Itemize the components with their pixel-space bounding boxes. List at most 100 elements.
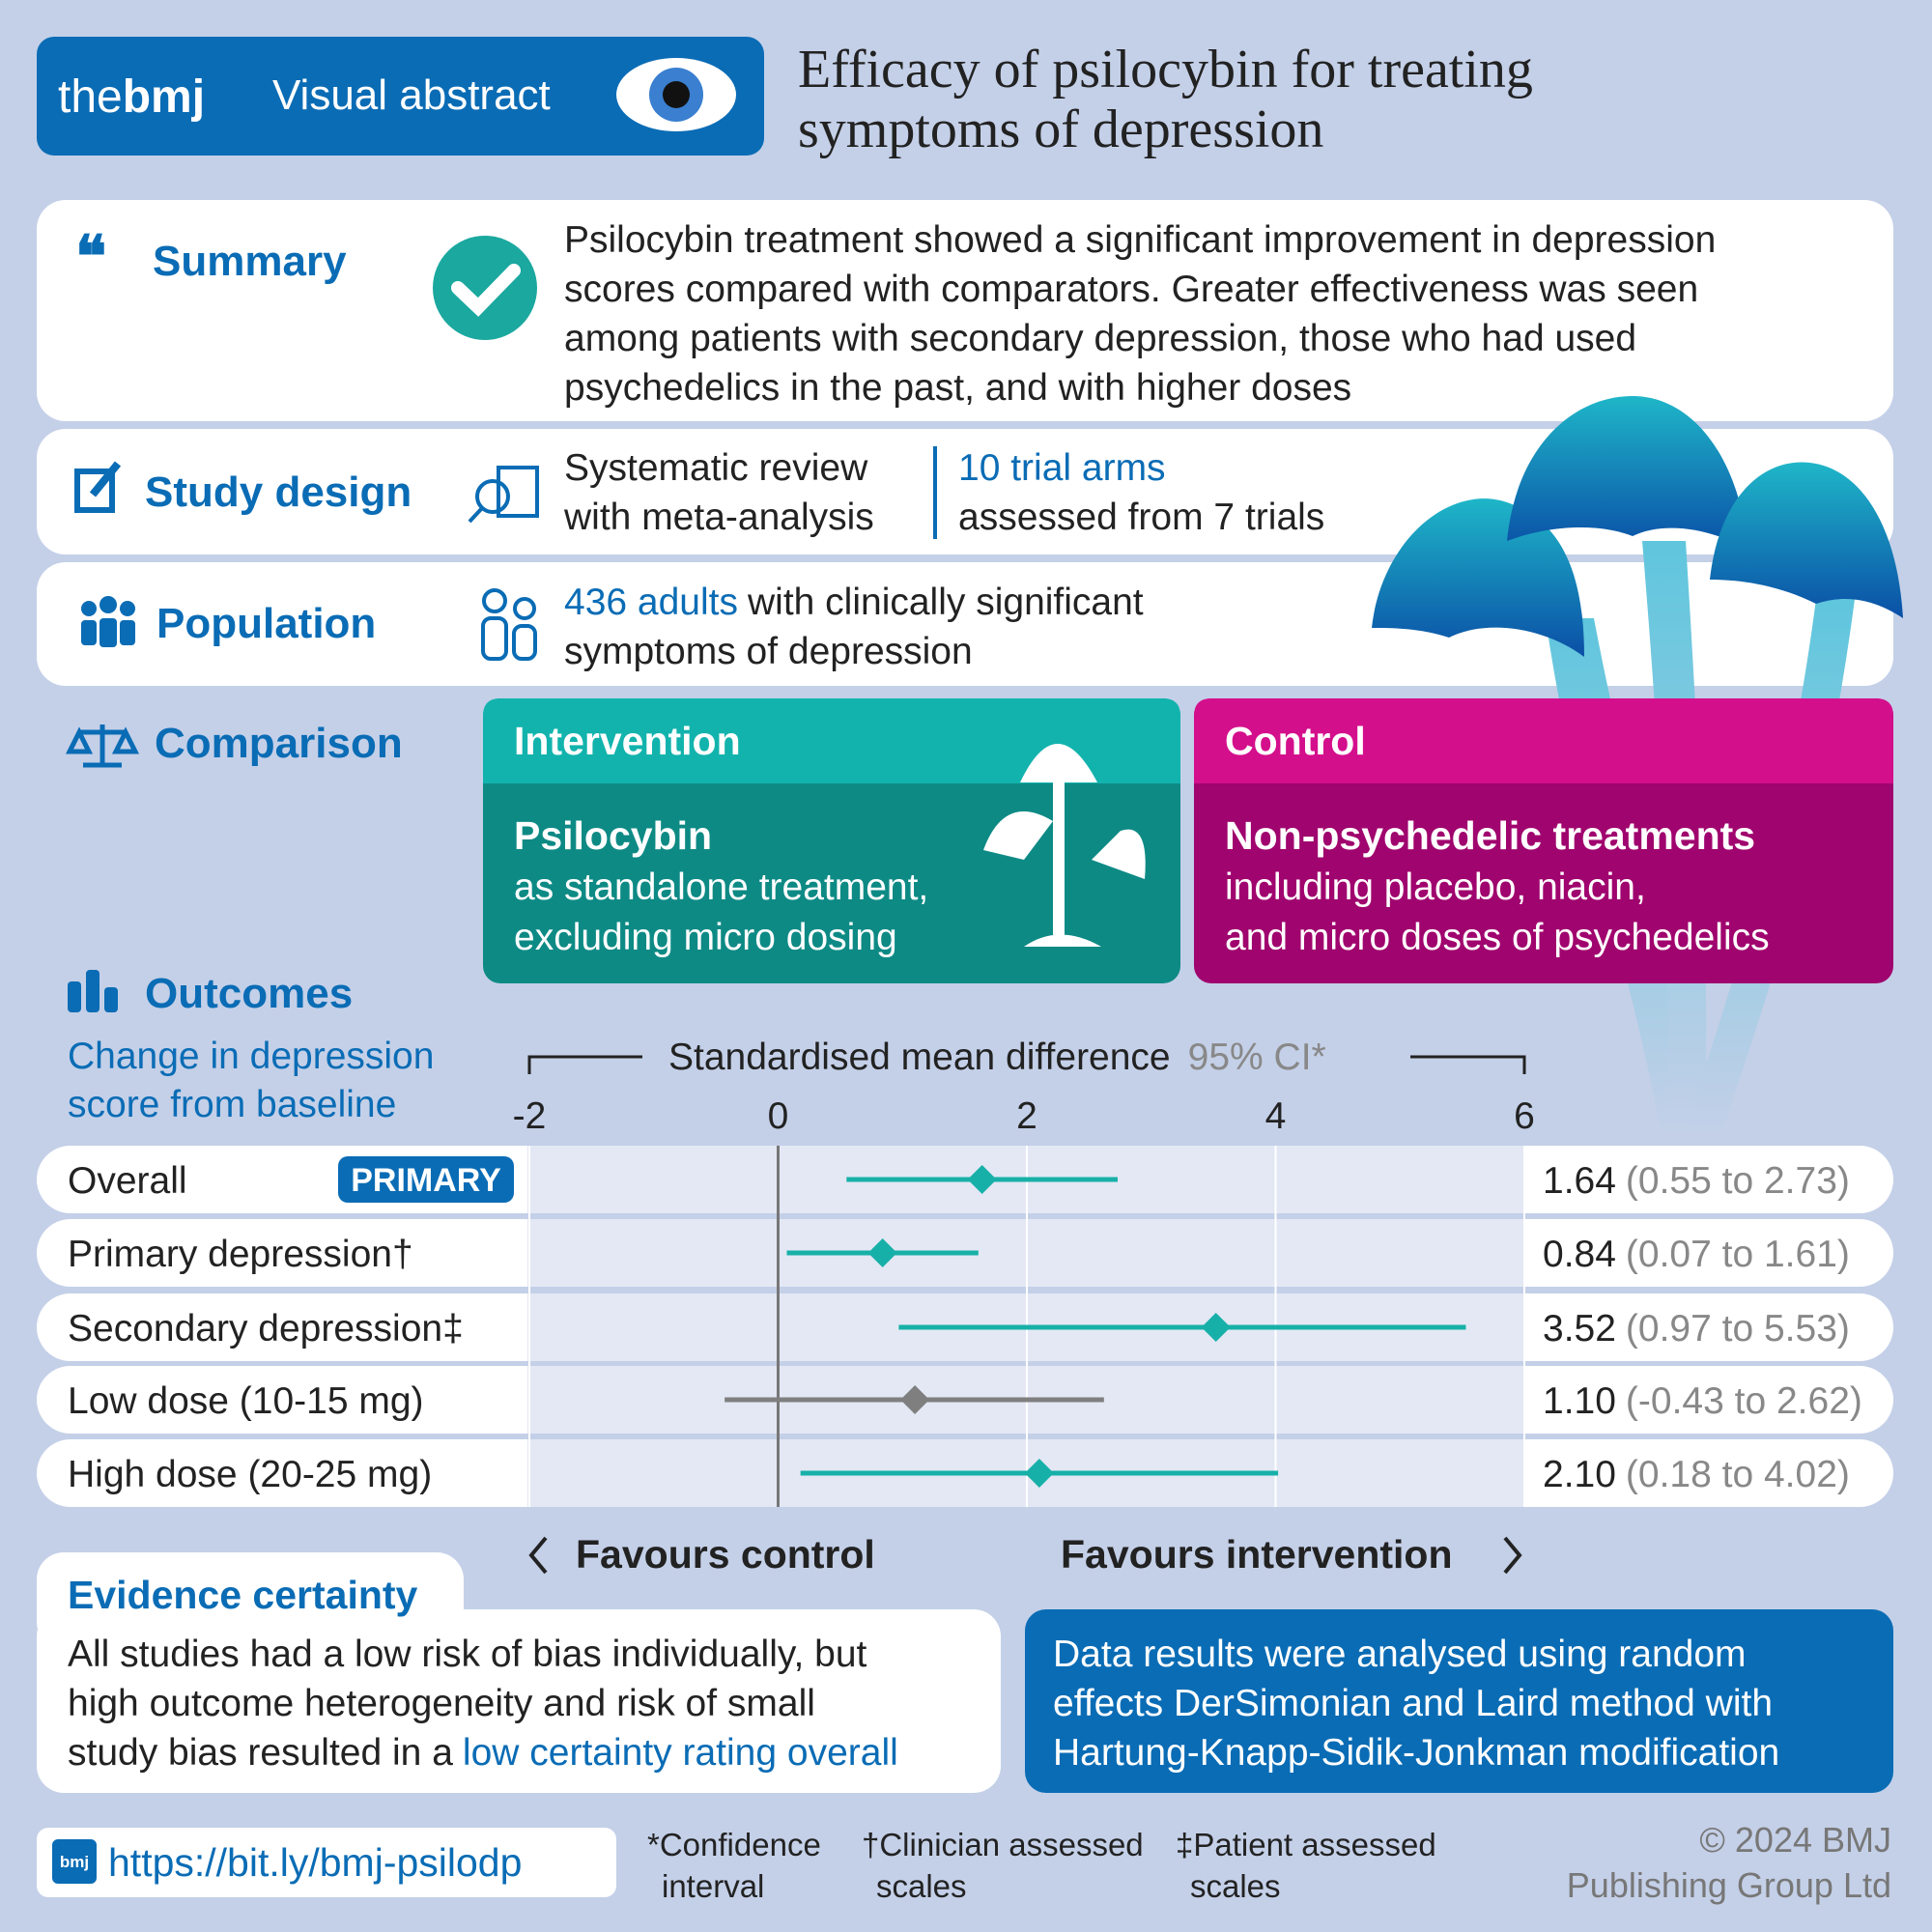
category-label: Primary depression† xyxy=(68,1234,413,1275)
ci-label: 95% CI* xyxy=(1188,1037,1326,1078)
intervention-text: as standalone treatment, xyxy=(514,867,928,908)
outcomes-subheading: Change in depression xyxy=(68,1036,434,1077)
methods-text: Data results were analysed using random xyxy=(1053,1634,1747,1675)
title: symptoms of depression xyxy=(798,99,1323,159)
methods-text: Hartung-Knapp-Sidik-Jonkman modification xyxy=(1053,1732,1779,1774)
value-label: 0.84 xyxy=(1543,1234,1616,1275)
x-tick-label: 0 xyxy=(768,1095,789,1137)
check-icon xyxy=(433,236,537,340)
point-estimate xyxy=(900,1385,930,1414)
evidence-text: high outcome heterogeneity and risk of s… xyxy=(68,1683,815,1724)
population-highlight: 436 adults xyxy=(564,582,738,623)
design-detail: assessed from 7 trials xyxy=(958,497,1324,538)
estimate-label: 3.52 (0.97 to 5.53) xyxy=(1543,1308,1850,1350)
brand: thebmj xyxy=(58,71,205,123)
evidence-highlight: low certainty rating overall xyxy=(463,1732,898,1774)
point-estimate xyxy=(1201,1313,1231,1342)
comparison-heading: Comparison xyxy=(155,720,403,767)
category-label: Low dose (10-15 mg) xyxy=(68,1380,424,1422)
x-tick-label: 6 xyxy=(1514,1095,1535,1137)
point-estimate xyxy=(1024,1459,1054,1488)
population-heading: Population xyxy=(156,600,376,647)
evidence-text: All studies had a low risk of bias indiv… xyxy=(68,1634,867,1675)
bars-icon xyxy=(68,970,118,1012)
category-label: Secondary depression‡ xyxy=(68,1308,464,1350)
footnote: ‡Patient assessed xyxy=(1176,1827,1436,1862)
design-highlight: 10 trial arms xyxy=(958,447,1166,489)
footnote: *Confidence xyxy=(647,1827,821,1862)
eye-icon xyxy=(616,58,736,131)
ci-value-label: (-0.43 to 2.62) xyxy=(1626,1380,1862,1422)
summary-text: among patients with secondary depression… xyxy=(564,318,1636,359)
control-label: Control xyxy=(1225,719,1366,763)
copyright: Publishing Group Ltd xyxy=(1567,1865,1891,1905)
ci-value-label: (0.07 to 1.61) xyxy=(1626,1234,1850,1275)
evidence-box xyxy=(37,1609,1001,1793)
point-estimate xyxy=(967,1165,997,1194)
estimate-label: 1.64 (0.55 to 2.73) xyxy=(1543,1160,1850,1202)
chevron-right xyxy=(1503,1536,1522,1575)
value-label: 1.64 xyxy=(1543,1160,1616,1202)
mushroom-icon xyxy=(983,744,1146,947)
header-box xyxy=(37,37,764,156)
axis-bracket xyxy=(527,1055,1526,1074)
footnote: scales xyxy=(1190,1868,1281,1904)
methods-box xyxy=(1025,1609,1893,1793)
control-text: and micro doses of psychedelics xyxy=(1225,917,1770,958)
quote-icon: ❝ xyxy=(75,224,106,289)
copyright: © 2024 BMJ xyxy=(1699,1820,1891,1860)
chevron-left xyxy=(528,1536,548,1575)
evidence-line: study bias resulted in a xyxy=(68,1732,453,1774)
title: Efficacy of psilocybin for treating xyxy=(798,40,1533,99)
footnote: interval xyxy=(662,1868,764,1904)
point-estimate xyxy=(867,1238,897,1267)
pencil-icon xyxy=(74,461,122,513)
design-text: with meta-analysis xyxy=(563,497,874,538)
footnote: scales xyxy=(876,1868,967,1904)
summary-heading: Summary xyxy=(153,238,347,285)
url[interactable]: https://bit.ly/bmj-psilodp xyxy=(108,1840,522,1885)
x-label: Standardised mean difference xyxy=(668,1037,1171,1078)
axis-title: Standardised mean difference 95% CI* xyxy=(668,1037,1326,1078)
value-label: 3.52 xyxy=(1543,1308,1616,1350)
summary-text: scores compared with comparators. Greate… xyxy=(564,269,1698,310)
favours-right: Favours intervention xyxy=(1061,1532,1453,1577)
value-label: 2.10 xyxy=(1543,1454,1616,1495)
methods-text: effects DerSimonian and Laird method wit… xyxy=(1053,1683,1773,1724)
control-name: Non-psychedelic treatments xyxy=(1225,813,1755,858)
summary-text: Psilocybin treatment showed a significan… xyxy=(564,219,1716,261)
outcomes-subheading: score from baseline xyxy=(68,1084,396,1125)
population-text: symptoms of depression xyxy=(564,631,973,672)
primary-tag-text: PRIMARY xyxy=(351,1162,501,1199)
evidence-heading: Evidence certainty xyxy=(68,1573,418,1617)
intervention-text: excluding micro dosing xyxy=(514,917,897,958)
footnote: †Clinician assessed xyxy=(862,1827,1144,1862)
estimate-label: 2.10 (0.18 to 4.02) xyxy=(1543,1454,1850,1495)
header-label: Visual abstract xyxy=(272,71,551,119)
brand-bmj: bmj xyxy=(123,71,205,123)
url-box[interactable] xyxy=(37,1828,616,1897)
review-icon xyxy=(468,466,539,524)
bmj-icon xyxy=(52,1839,97,1884)
primary-tag xyxy=(338,1156,514,1203)
value-label: 1.10 xyxy=(1543,1380,1616,1422)
summary-text: psychedelics in the past, and with highe… xyxy=(564,367,1351,409)
category-label: Overall xyxy=(68,1160,187,1202)
control-header xyxy=(1194,698,1893,783)
population-line: with clinically significant xyxy=(747,582,1144,623)
x-tick-label: 2 xyxy=(1016,1095,1037,1137)
x-tick-label: 4 xyxy=(1265,1095,1287,1137)
x-tick-label: -2 xyxy=(513,1095,547,1137)
evidence-text: study bias resulted in a low certainty ra… xyxy=(68,1732,898,1774)
ci-value-label: (0.55 to 2.73) xyxy=(1626,1160,1850,1202)
scale-icon xyxy=(65,724,140,768)
adults-icon xyxy=(481,588,537,661)
favours-left: Favours control xyxy=(576,1532,875,1577)
ci-value-label: (0.18 to 4.02) xyxy=(1626,1454,1850,1495)
intervention-name: Psilocybin xyxy=(514,813,712,858)
ci-value-label: (0.97 to 5.53) xyxy=(1626,1308,1850,1350)
estimate-label: 0.84 (0.07 to 1.61) xyxy=(1543,1234,1850,1275)
design-text: Systematic review xyxy=(564,447,868,489)
people-icon xyxy=(81,596,135,647)
